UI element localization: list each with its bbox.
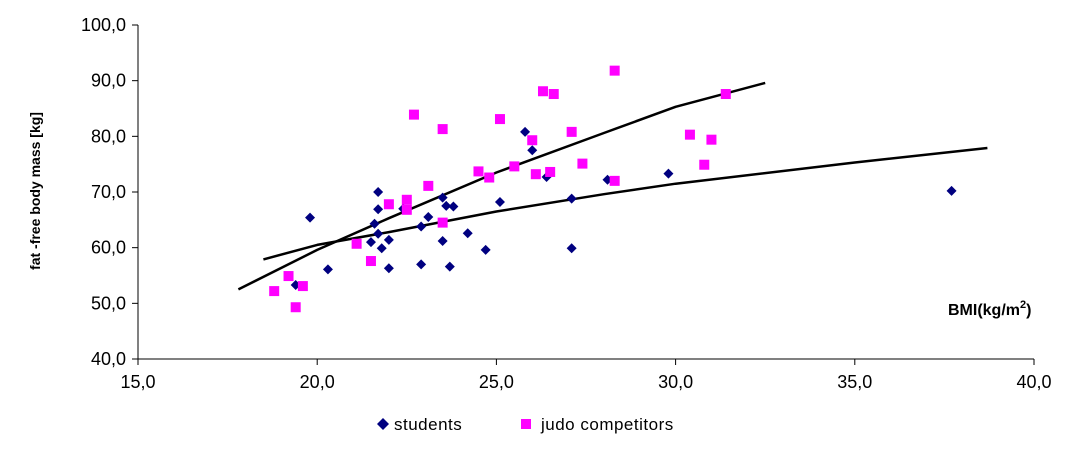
point-judo — [609, 65, 620, 76]
point-students — [566, 193, 577, 204]
point-judo — [269, 286, 280, 297]
point-judo — [297, 281, 308, 292]
point-students — [663, 168, 674, 179]
point-judo — [401, 194, 412, 205]
point-judo — [484, 172, 495, 183]
point-judo — [473, 166, 484, 177]
point-students — [376, 243, 387, 254]
point-students — [383, 234, 394, 245]
point-students — [322, 264, 333, 275]
point-judo — [509, 161, 520, 172]
point-judo — [545, 166, 556, 177]
point-judo — [290, 302, 301, 313]
point-judo — [530, 169, 541, 180]
data-points — [269, 65, 957, 313]
x-tick-label: 40,0 — [1016, 372, 1051, 392]
y-tick-label: 90,0 — [91, 71, 126, 91]
point-students — [448, 201, 459, 212]
point-students — [437, 192, 448, 203]
point-judo — [423, 180, 434, 191]
point-judo — [577, 158, 588, 169]
y-tick-label: 60,0 — [91, 238, 126, 258]
point-students — [373, 228, 384, 239]
y-tick-label: 50,0 — [91, 293, 126, 313]
point-judo — [401, 204, 412, 215]
point-judo — [494, 114, 505, 125]
y-tick-label: 70,0 — [91, 182, 126, 202]
point-judo — [566, 126, 577, 137]
legend-item-judo: judo competitors — [521, 415, 674, 434]
y-tick-label: 80,0 — [91, 126, 126, 146]
y-tick-label: 40,0 — [91, 349, 126, 369]
point-students — [416, 259, 427, 270]
point-judo — [437, 124, 448, 135]
point-judo — [548, 89, 559, 100]
x-axis-label-sup: 2 — [1020, 299, 1026, 311]
point-students — [566, 243, 577, 254]
legend-marker-students — [377, 418, 389, 430]
x-axis-label: BMI(kg/m2) — [948, 299, 1031, 319]
point-students — [437, 235, 448, 246]
trendlines — [237, 81, 988, 291]
point-judo — [706, 134, 717, 145]
trendline-students — [263, 146, 988, 261]
point-students — [527, 145, 538, 156]
x-tick-label: 30,0 — [658, 372, 693, 392]
point-judo — [684, 129, 695, 140]
point-students — [946, 185, 957, 196]
axes: 40,0 50,0 60,0 70,0 80,0 90,0 100,0 15,0 20,0 25,… — [81, 15, 1052, 392]
legend-marker-judo — [521, 419, 531, 429]
point-students — [494, 197, 505, 208]
point-judo — [609, 175, 620, 186]
point-students — [365, 237, 376, 248]
legend: students judo competitors — [377, 415, 674, 434]
legend-item-students: students — [377, 415, 462, 434]
x-tick-label: 15,0 — [120, 372, 155, 392]
point-students — [416, 221, 427, 232]
x-tick-label: 35,0 — [837, 372, 872, 392]
point-students — [480, 244, 491, 255]
point-students — [369, 218, 380, 229]
point-judo — [437, 217, 448, 228]
y-axis-label: fat -free body mass [kg] — [27, 112, 43, 270]
point-judo — [537, 86, 548, 97]
point-students — [373, 187, 384, 197]
x-axis-label-main: BMI(kg/m — [948, 302, 1020, 319]
x-tick-label: 20,0 — [300, 372, 335, 392]
point-judo — [527, 135, 538, 146]
trendline-judo — [237, 81, 766, 291]
legend-label-students: students — [394, 415, 462, 434]
x-axis-label-end: ) — [1026, 302, 1031, 319]
point-judo — [699, 159, 710, 170]
point-students — [423, 212, 434, 223]
x-tick-label: 25,0 — [479, 372, 514, 392]
point-students — [373, 204, 384, 215]
point-students — [444, 261, 455, 272]
point-judo — [408, 109, 419, 120]
point-students — [462, 228, 473, 239]
point-judo — [365, 256, 376, 267]
legend-label-judo: judo competitors — [540, 415, 674, 434]
point-judo — [351, 238, 362, 249]
point-students — [305, 212, 316, 223]
point-students — [383, 263, 394, 274]
point-students — [520, 126, 531, 137]
point-judo — [383, 199, 394, 210]
point-students — [441, 200, 452, 211]
point-judo — [720, 89, 731, 100]
point-judo — [283, 271, 294, 282]
y-tick-label: 100,0 — [81, 15, 126, 35]
